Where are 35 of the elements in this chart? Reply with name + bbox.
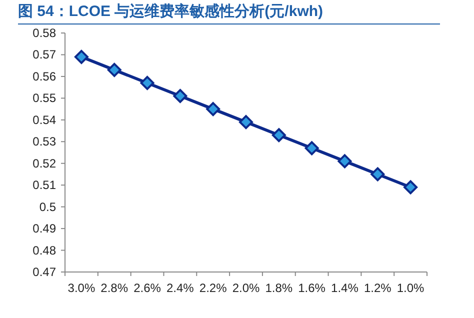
x-tick-label: 1.8% [265, 281, 293, 295]
y-tick-label: 0.51 [32, 178, 56, 192]
y-tick-label: 0.54 [32, 112, 56, 127]
point [272, 128, 286, 142]
point [206, 102, 220, 116]
point [304, 141, 319, 156]
y-tick-label: 0.5 [39, 200, 56, 214]
point [404, 180, 418, 194]
point [338, 154, 352, 168]
y-tick-label: 0.48 [32, 243, 56, 258]
y-tick-label: 0.56 [32, 69, 56, 84]
point [173, 89, 188, 104]
y-tick-label: 0.57 [32, 48, 56, 62]
point [370, 167, 385, 182]
point [107, 62, 122, 77]
y-tick-label: 0.55 [32, 91, 56, 106]
y-tick-label: 0.47 [32, 265, 56, 279]
x-tick-label: 2.0% [232, 281, 260, 295]
x-tick-label: 2.8% [100, 281, 128, 295]
x-tick-label: 3.0% [68, 281, 96, 295]
x-tick-label: 1.6% [298, 281, 326, 295]
y-tick-label: 0.58 [32, 26, 56, 40]
x-tick-label: 1.2% [364, 281, 392, 295]
y-tick-label: 0.53 [32, 134, 56, 149]
chart-title: 图 54：LCOE 与运维费率敏感性分析(元/kwh) [18, 2, 324, 20]
point [239, 115, 253, 130]
x-tick-label: 2.4% [166, 281, 194, 295]
x-tick-label: 1.4% [331, 281, 359, 295]
y-tick-label: 0.49 [32, 222, 56, 236]
point [140, 76, 154, 90]
x-tick-label: 2.6% [134, 281, 162, 295]
x-tick-label: 2.2% [199, 281, 228, 295]
y-tick-label: 0.52 [32, 156, 56, 170]
x-tick-label: 1.0% [396, 281, 425, 295]
point [74, 50, 88, 64]
